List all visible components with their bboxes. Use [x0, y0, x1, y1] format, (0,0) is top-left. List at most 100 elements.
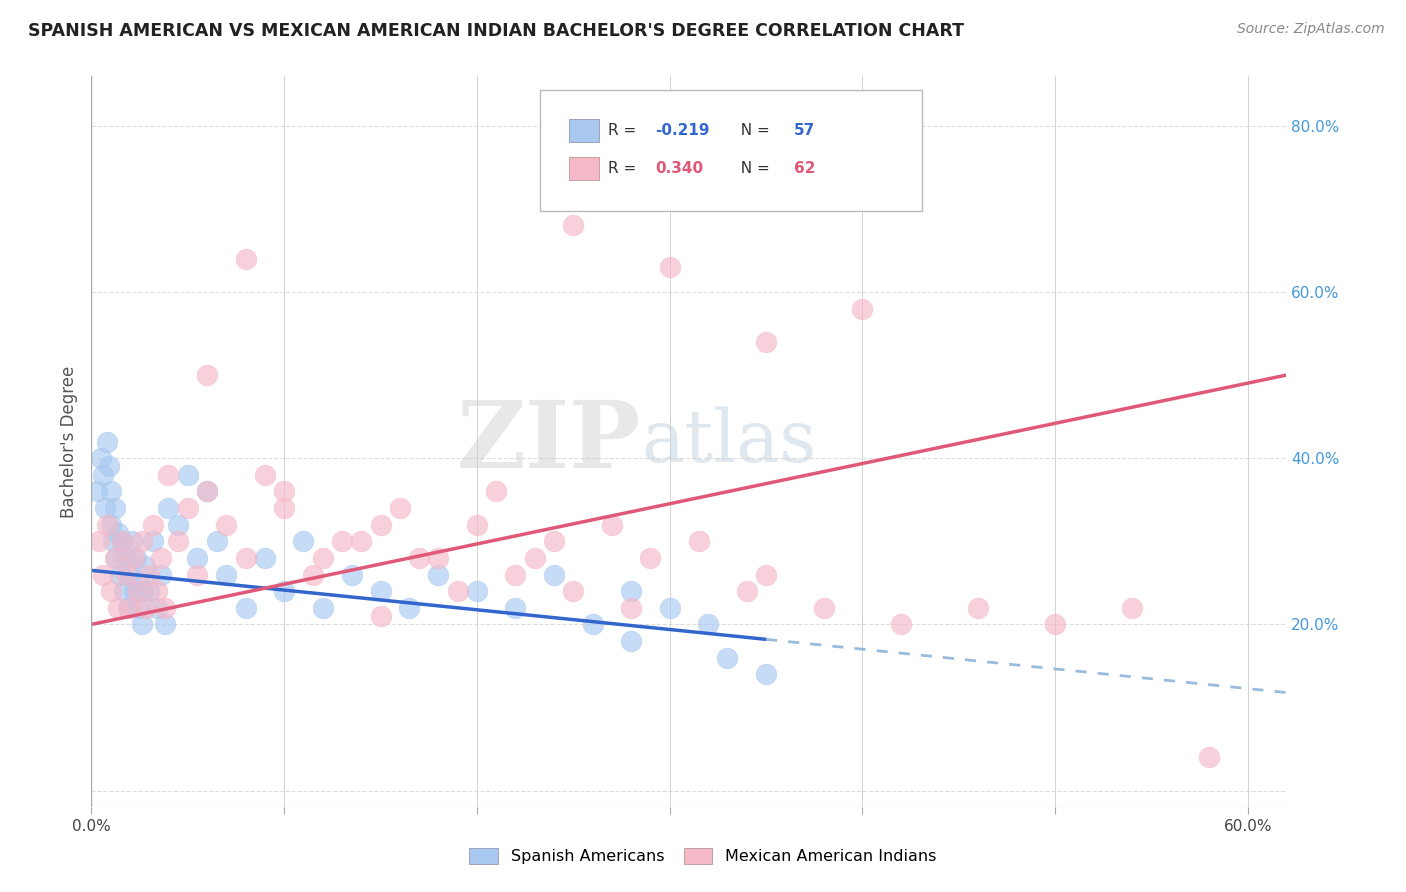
Point: [1121, 600, 1143, 615]
Point: [186, 550, 208, 565]
Point: [600, 517, 623, 532]
Point: [177, 501, 200, 516]
Point: [253, 550, 276, 565]
Point: [90, 451, 112, 466]
Point: [465, 517, 488, 532]
Point: [157, 467, 180, 482]
Point: [562, 584, 585, 599]
Point: [398, 600, 420, 615]
Point: [851, 301, 873, 316]
Point: [388, 501, 411, 516]
Point: [755, 567, 778, 582]
Point: [350, 534, 373, 549]
Point: [1198, 750, 1220, 764]
Point: [118, 600, 141, 615]
Point: [131, 534, 153, 549]
Point: [167, 534, 190, 549]
Point: [465, 584, 488, 599]
Point: [755, 667, 778, 681]
Point: [716, 650, 738, 665]
Text: ZIP: ZIP: [457, 397, 641, 486]
Point: [157, 501, 180, 516]
Point: [132, 584, 155, 599]
Point: [967, 600, 990, 615]
Point: [127, 600, 149, 615]
Point: [103, 501, 125, 516]
Y-axis label: Bachelor's Degree: Bachelor's Degree: [59, 366, 77, 517]
Point: [505, 600, 527, 615]
Point: [485, 484, 508, 499]
Point: [813, 600, 835, 615]
Point: [107, 600, 129, 615]
Point: [427, 567, 450, 582]
Point: [195, 368, 218, 382]
Point: [523, 550, 546, 565]
Point: [96, 434, 118, 449]
Point: [107, 525, 129, 540]
Point: [235, 252, 257, 266]
Text: R =: R =: [607, 161, 641, 177]
Point: [118, 567, 141, 582]
Text: N =: N =: [731, 123, 775, 138]
Text: Source: ZipAtlas.com: Source: ZipAtlas.com: [1237, 22, 1385, 37]
Point: [235, 600, 257, 615]
Point: [101, 534, 124, 549]
Point: [110, 567, 132, 582]
Point: [127, 584, 149, 599]
Point: [111, 534, 134, 549]
Point: [620, 584, 643, 599]
Point: [340, 567, 363, 582]
Point: [117, 600, 139, 615]
Point: [100, 517, 122, 532]
Point: [1043, 617, 1066, 632]
Point: [100, 484, 122, 499]
Point: [111, 534, 134, 549]
Point: [87, 534, 110, 549]
Point: [125, 550, 148, 565]
Point: [620, 600, 643, 615]
Point: [215, 567, 238, 582]
Point: [205, 534, 228, 549]
Point: [97, 459, 120, 474]
Text: 57: 57: [794, 123, 815, 138]
Point: [735, 584, 758, 599]
Point: [312, 550, 335, 565]
Point: [96, 517, 118, 532]
Text: SPANISH AMERICAN VS MEXICAN AMERICAN INDIAN BACHELOR'S DEGREE CORRELATION CHART: SPANISH AMERICAN VS MEXICAN AMERICAN IND…: [28, 22, 965, 40]
Point: [640, 550, 662, 565]
Point: [153, 600, 176, 615]
Point: [167, 517, 190, 532]
Point: [427, 550, 450, 565]
Point: [122, 584, 145, 599]
Point: [273, 501, 295, 516]
Point: [138, 567, 160, 582]
Point: [370, 517, 392, 532]
Point: [134, 600, 156, 615]
Point: [755, 334, 778, 349]
Point: [91, 467, 114, 482]
Point: [146, 584, 169, 599]
Point: [408, 550, 430, 565]
Point: [292, 534, 315, 549]
Point: [115, 567, 138, 582]
Text: 0.340: 0.340: [655, 161, 703, 177]
Point: [446, 584, 468, 599]
Point: [142, 534, 165, 549]
Point: [115, 550, 138, 565]
Point: [142, 517, 165, 532]
Point: [128, 575, 150, 590]
Point: [562, 219, 585, 233]
Point: [253, 467, 276, 482]
Text: 62: 62: [794, 161, 815, 177]
Point: [131, 617, 153, 632]
Point: [543, 567, 565, 582]
Point: [370, 609, 392, 624]
Point: [186, 567, 208, 582]
Point: [100, 584, 122, 599]
Point: [177, 467, 200, 482]
Point: [658, 600, 681, 615]
Text: atlas: atlas: [641, 406, 817, 477]
Point: [235, 550, 257, 565]
Point: [215, 517, 238, 532]
Bar: [569, 119, 599, 143]
